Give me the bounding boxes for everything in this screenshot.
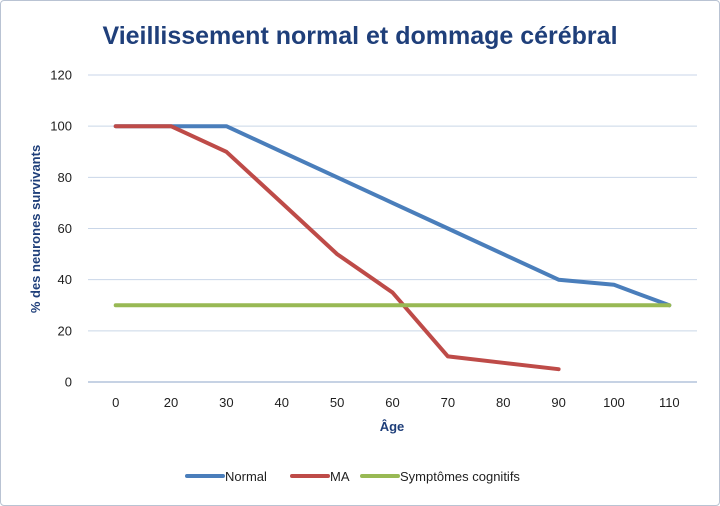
x-tick-label: 20 <box>164 395 178 410</box>
series-lines <box>113 124 672 372</box>
x-tick-label: 60 <box>385 395 399 410</box>
legend-label: Symptômes cognitifs <box>400 469 520 484</box>
y-tick-label: 120 <box>50 68 72 83</box>
chart-title: Vieillissement normal et dommage cérébra… <box>102 22 617 50</box>
x-tick-label: 90 <box>551 395 565 410</box>
x-tick-label: 0 <box>112 395 119 410</box>
y-tick-label: 60 <box>58 221 72 236</box>
series-line-0 <box>113 124 672 308</box>
series-line-1 <box>113 124 561 372</box>
x-tick-label: 80 <box>496 395 510 410</box>
y-tick-label: 0 <box>65 375 72 390</box>
y-tick-label: 20 <box>58 323 72 338</box>
x-tick-label: 50 <box>330 395 344 410</box>
y-tick-labels: 0 20 40 60 80 100 120 <box>50 68 72 390</box>
y-tick-label: 40 <box>58 272 72 287</box>
x-tick-label: 40 <box>275 395 289 410</box>
gridlines <box>88 74 697 383</box>
y-tick-label: 80 <box>58 170 72 185</box>
x-axis-label: Âge <box>380 419 405 434</box>
y-axis-label: % des neurones survivants <box>28 145 43 313</box>
legend-label: Normal <box>225 469 267 484</box>
x-tick-label: 70 <box>441 395 455 410</box>
legend: Normal MA Symptômes cognitifs <box>185 469 520 484</box>
y-tick-label: 100 <box>50 119 72 134</box>
x-tick-label: 100 <box>603 395 625 410</box>
x-tick-labels: 0 20 30 40 50 60 70 80 90 100 110 <box>112 395 680 410</box>
x-tick-label: 30 <box>219 395 233 410</box>
legend-label: MA <box>330 469 350 484</box>
x-tick-label: 110 <box>659 395 680 410</box>
